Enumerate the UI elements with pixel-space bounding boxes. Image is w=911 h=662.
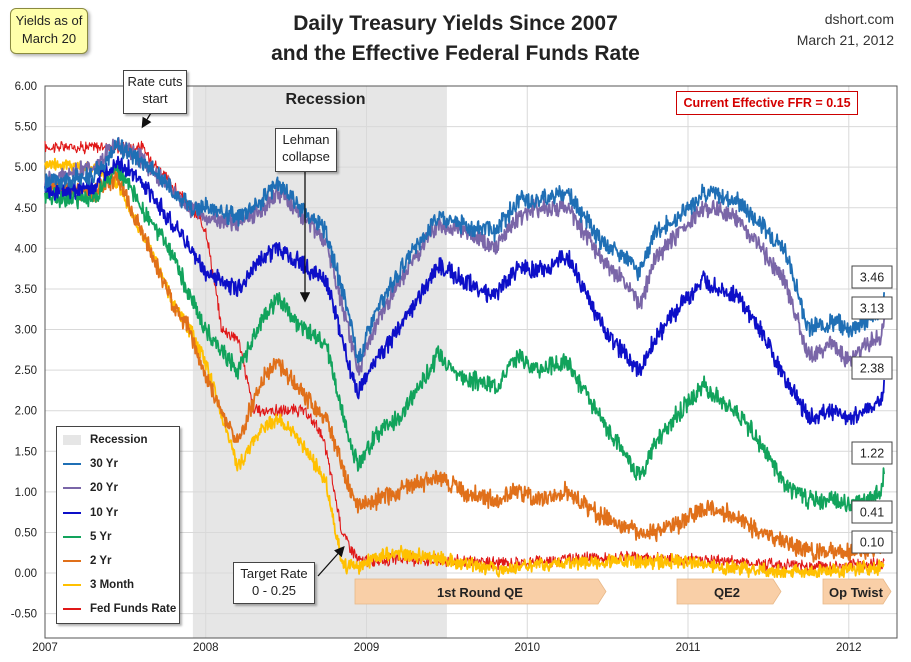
lehman-callout: Lehman collapse [275, 128, 337, 172]
legend-item-2-yr: 2 Yr [63, 553, 112, 569]
lehman-line2: collapse [282, 149, 330, 164]
series-line-10-yr [44, 155, 885, 426]
end-value-labels: 3.46 3.13 2.38 1.22 0.41 0.10 [851, 265, 893, 554]
y-tick-label: 0.00 [15, 568, 37, 580]
date-label: March 21, 2012 [796, 32, 894, 48]
recession-label: Recession [285, 91, 366, 108]
policy-bands [354, 578, 892, 605]
x-tick-label: 2012 [836, 642, 862, 654]
legend-swatch [63, 535, 81, 538]
legend-item-3-month: 3 Month [63, 577, 134, 593]
end-value-label: 2.38 [860, 362, 884, 376]
end-label-box [851, 296, 893, 320]
series-line-20-yr [44, 136, 885, 376]
qe1-label: 1st Round QE [437, 585, 523, 600]
chart-title-line1: Daily Treasury Yields Since 2007 [293, 12, 618, 35]
target-rate-line1: Target Rate [240, 566, 308, 581]
y-tick-label: 2.50 [15, 365, 37, 377]
current-ffr-box: Current Effective FFR = 0.15 [676, 91, 858, 115]
legend-label: 3 Month [90, 579, 135, 592]
legend-label: Fed Funds Rate [90, 603, 177, 616]
x-tick-label: 2007 [32, 642, 58, 654]
legend-label: Recession [90, 434, 148, 446]
end-label-box [851, 500, 893, 524]
rate-cuts-line1: Rate cuts [127, 74, 183, 89]
recession-shading [192, 86, 447, 638]
y-tick-label: 3.00 [15, 325, 37, 337]
source-label: dshort.com [824, 11, 894, 27]
x-tick-label: 2008 [193, 642, 219, 654]
rate-cuts-callout: Rate cuts start [123, 70, 187, 114]
qe2-label: QE2 [713, 585, 740, 600]
y-axis-ticks: 6.00 5.50 5.00 4.50 4.00 3.50 3.00 2.50 2.00 1.50… [11, 81, 37, 621]
recession-band [192, 86, 447, 638]
legend-item-5-yr: 5 Yr [63, 529, 112, 545]
y-tick-label: 4.50 [15, 203, 37, 215]
legend-label: 30 Yr [90, 458, 118, 471]
legend-item-10-yr: 10 Yr [63, 505, 118, 521]
y-tick-label: 1.50 [15, 446, 37, 458]
end-label-box [851, 530, 893, 554]
legend-label: 20 Yr [90, 482, 118, 495]
x-tick-label: 2011 [676, 642, 701, 654]
end-label-box [851, 441, 893, 465]
y-tick-label: 5.50 [15, 122, 37, 134]
legend-swatch [63, 584, 81, 587]
y-tick-label: 5.00 [15, 162, 37, 174]
qe1-band [354, 578, 607, 605]
end-value-label: 0.10 [860, 536, 884, 550]
legend-item-recession: Recession [63, 432, 148, 448]
target-rate-callout: Target Rate 0 - 0.25 [233, 562, 315, 604]
legend-label: 10 Yr [90, 506, 118, 519]
series-lines [44, 136, 885, 578]
y-tick-label: 2.00 [15, 406, 37, 418]
end-label-box [851, 356, 893, 380]
legend: Recession 30 Yr 20 Yr 10 Yr 5 Yr 2 Yr 3 Month F… [56, 426, 180, 624]
op-twist-label: Op Twist [829, 585, 883, 600]
target-rate-line2: 0 - 0.25 [251, 583, 297, 598]
legend-swatch [63, 511, 81, 514]
y-tick-label: 0.50 [15, 527, 37, 539]
x-tick-label: 2010 [514, 642, 540, 654]
y-tick-label: 6.00 [15, 81, 37, 93]
x-axis-ticks: 2007 2008 2009 2010 2011 2012 [32, 642, 861, 654]
end-value-label: 3.13 [860, 302, 884, 316]
legend-swatch [63, 608, 81, 611]
y-tick-label: 4.00 [15, 243, 37, 255]
plot-frame [44, 85, 898, 639]
y-tick-label: 1.00 [15, 487, 37, 499]
end-value-label: 0.41 [860, 506, 884, 520]
badge-line1: Yields as of [15, 13, 83, 28]
legend-swatch [63, 560, 81, 562]
legend-item-30-yr: 30 Yr [63, 456, 118, 472]
legend-swatch [63, 463, 81, 466]
legend-swatch [63, 435, 81, 445]
end-value-label: 1.22 [860, 447, 884, 461]
x-tick-label: 2009 [354, 642, 380, 654]
target-rate-arrow [317, 546, 345, 577]
y-tick-label: -0.50 [11, 609, 37, 621]
yields-date-badge: Yields as of March 20 [10, 8, 88, 54]
legend-label: 2 Yr [90, 555, 112, 567]
series-line-2-yr [44, 170, 885, 563]
series-line-5-yr [44, 163, 885, 513]
series-line-30-yr [44, 137, 885, 364]
legend-item-fed-funds-rate: Fed Funds Rate [63, 601, 176, 617]
y-tick-label: 3.50 [15, 284, 37, 296]
op-twist-band [822, 578, 892, 605]
legend-swatch [63, 487, 81, 490]
badge-line2: March 20 [21, 31, 77, 46]
legend-label: 5 Yr [90, 530, 112, 543]
chart-title-line2: and the Effective Federal Funds Rate [271, 42, 640, 65]
lehman-line1: Lehman [282, 132, 330, 147]
end-label-box [851, 265, 893, 289]
legend-item-20-yr: 20 Yr [63, 480, 118, 496]
qe2-band [676, 578, 782, 605]
end-value-label: 3.46 [860, 271, 884, 285]
rate-cuts-line2: start [142, 91, 168, 106]
